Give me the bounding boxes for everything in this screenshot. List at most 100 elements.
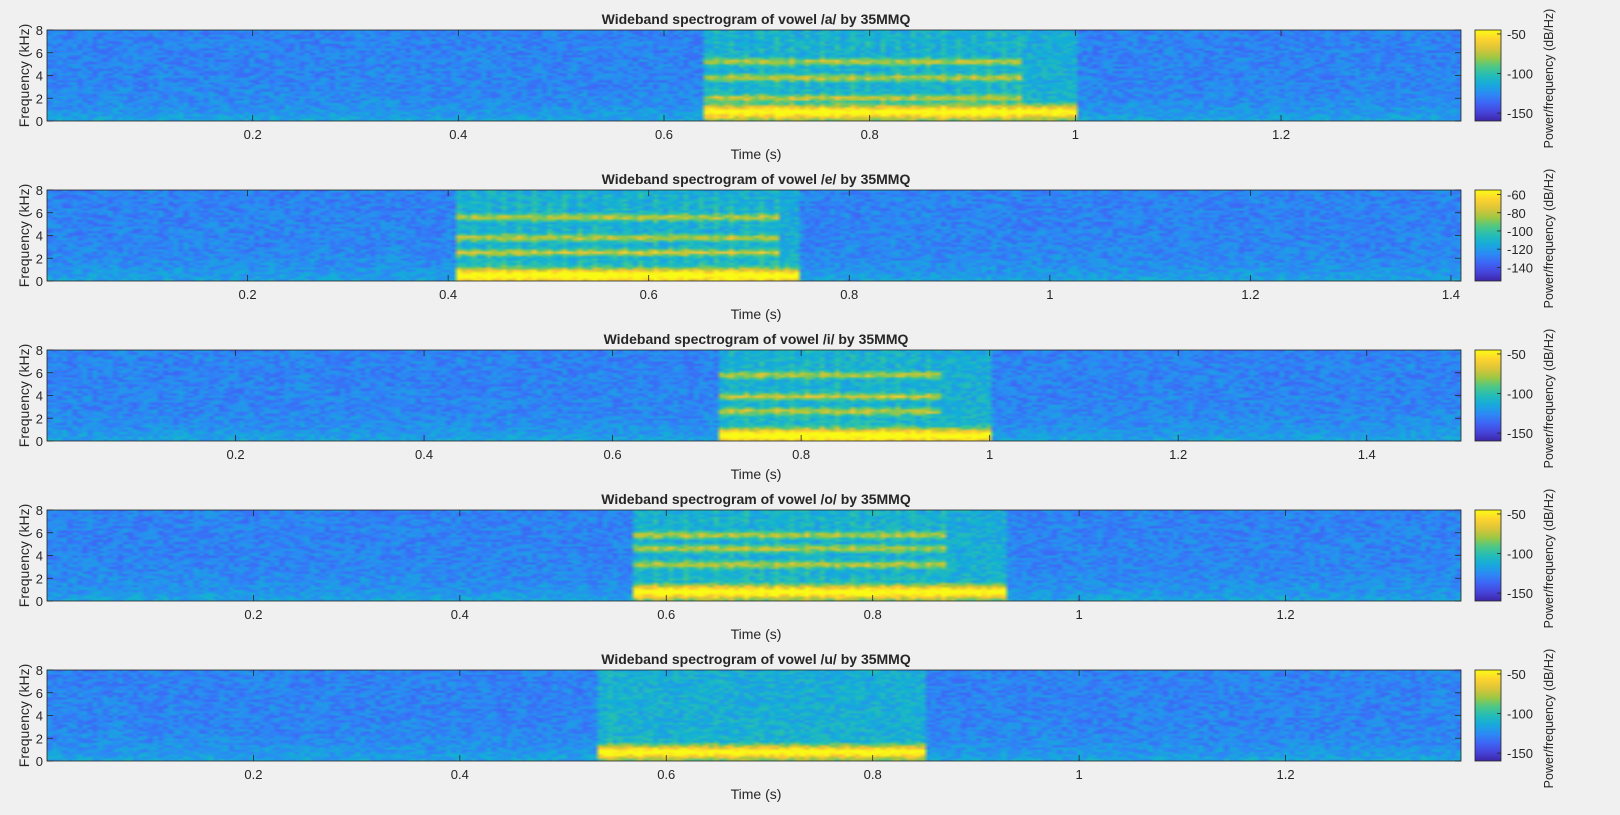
colorbar-tick-label: -80 (1507, 206, 1526, 221)
colorbar-tick-label: -100 (1507, 387, 1533, 402)
colorbar-label: Power/frequency (dB/Hz) (1542, 329, 1556, 469)
x-tick-label: 0.8 (861, 127, 879, 142)
spectrogram-heatmap (47, 190, 1461, 281)
x-tick-label: 0.6 (604, 447, 622, 462)
x-tick-label: 1 (1046, 287, 1053, 302)
x-tick-label: 1.2 (1277, 767, 1295, 782)
chart-title: Wideband spectrogram of vowel /e/ by 35M… (602, 171, 911, 187)
colorbar-tick-label: -140 (1507, 260, 1533, 275)
y-tick-label: 2 (36, 411, 43, 426)
x-tick-label: 0.2 (239, 287, 257, 302)
x-axis-label: Time (s) (731, 306, 782, 322)
spectrogram-panel-4: Wideband spectrogram of vowel /o/ by 35M… (16, 489, 1556, 642)
colorbar-tick-label: -150 (1507, 586, 1533, 601)
y-axis-label: Frequency (kHz) (16, 184, 32, 287)
spectrogram-heatmap (47, 670, 1461, 761)
x-tick-label: 0.6 (657, 607, 675, 622)
y-tick-label: 6 (36, 206, 43, 221)
colorbar (1474, 29, 1502, 122)
y-tick-label: 2 (36, 91, 43, 106)
y-tick-label: 8 (36, 343, 43, 358)
chart-title: Wideband spectrogram of vowel /u/ by 35M… (601, 651, 911, 667)
y-axis-label: Frequency (kHz) (16, 344, 32, 447)
y-axis-label: Frequency (kHz) (16, 664, 32, 767)
y-tick-label: 6 (36, 366, 43, 381)
y-tick-label: 0 (36, 434, 43, 449)
colorbar (1474, 189, 1502, 282)
x-tick-label: 0.4 (449, 127, 467, 142)
x-tick-label: 0.6 (655, 127, 673, 142)
spectrogram-heatmap (47, 510, 1461, 601)
spectrogram-panel-2: Wideband spectrogram of vowel /e/ by 35M… (16, 169, 1556, 322)
colorbar-tick-label: -100 (1507, 547, 1533, 562)
colorbar-tick-label: -50 (1507, 507, 1526, 522)
colorbar-label: Power/frequency (dB/Hz) (1542, 9, 1556, 149)
x-tick-label: 1.4 (1358, 447, 1376, 462)
x-tick-label: 0.2 (244, 127, 262, 142)
x-tick-label: 0.6 (657, 767, 675, 782)
spectrogram-panel-5: Wideband spectrogram of vowel /u/ by 35M… (16, 649, 1556, 802)
colorbar-tick-label: -50 (1507, 27, 1526, 42)
y-tick-label: 6 (36, 526, 43, 541)
colorbar-tick-label: -50 (1507, 667, 1526, 682)
colorbar-tick-label: -150 (1507, 426, 1533, 441)
x-tick-label: 0.8 (840, 287, 858, 302)
spectrogram-heatmap (47, 350, 1461, 441)
x-tick-label: 0.2 (244, 607, 262, 622)
x-axis-label: Time (s) (731, 146, 782, 162)
colorbar-tick-label: -60 (1507, 188, 1526, 203)
y-tick-label: 2 (36, 571, 43, 586)
x-tick-label: 1.2 (1241, 287, 1259, 302)
chart-title: Wideband spectrogram of vowel /a/ by 35M… (602, 11, 911, 27)
x-axis-label: Time (s) (731, 786, 782, 802)
colorbar-tick-label: -50 (1507, 347, 1526, 362)
colorbar-label: Power/frequency (dB/Hz) (1542, 649, 1556, 789)
y-tick-label: 8 (36, 503, 43, 518)
x-tick-label: 1.2 (1169, 447, 1187, 462)
colorbar-tick-label: -150 (1507, 106, 1533, 121)
y-tick-label: 2 (36, 251, 43, 266)
y-axis-label: Frequency (kHz) (16, 24, 32, 127)
colorbar (1474, 669, 1502, 762)
y-tick-label: 0 (36, 754, 43, 769)
y-tick-label: 4 (36, 229, 43, 244)
x-tick-label: 0.8 (864, 607, 882, 622)
x-tick-label: 0.8 (864, 767, 882, 782)
x-tick-label: 1.2 (1277, 607, 1295, 622)
y-tick-label: 0 (36, 274, 43, 289)
spectrogram-heatmap (47, 30, 1461, 121)
y-tick-label: 8 (36, 663, 43, 678)
y-tick-label: 6 (36, 686, 43, 701)
colorbar-tick-label: -100 (1507, 224, 1533, 239)
colorbar-tick-label: -120 (1507, 242, 1533, 257)
colorbar-label: Power/frequency (dB/Hz) (1542, 489, 1556, 629)
colorbar-label: Power/frequency (dB/Hz) (1542, 169, 1556, 309)
colorbar (1474, 509, 1502, 602)
x-axis-label: Time (s) (731, 626, 782, 642)
x-tick-label: 0.4 (451, 767, 469, 782)
x-tick-label: 0.6 (640, 287, 658, 302)
x-tick-label: 0.4 (415, 447, 433, 462)
spectrogram-panel-3: Wideband spectrogram of vowel /i/ by 35M… (16, 329, 1556, 482)
x-tick-label: 0.4 (451, 607, 469, 622)
y-tick-label: 4 (36, 549, 43, 564)
colorbar-tick-label: -100 (1507, 707, 1533, 722)
y-tick-label: 4 (36, 69, 43, 84)
y-tick-label: 4 (36, 389, 43, 404)
y-tick-label: 6 (36, 46, 43, 61)
y-axis-label: Frequency (kHz) (16, 504, 32, 607)
x-axis-label: Time (s) (731, 466, 782, 482)
x-tick-label: 1 (1072, 127, 1079, 142)
chart-title: Wideband spectrogram of vowel /i/ by 35M… (604, 331, 909, 347)
y-tick-label: 4 (36, 709, 43, 724)
y-tick-label: 2 (36, 731, 43, 746)
chart-title: Wideband spectrogram of vowel /o/ by 35M… (601, 491, 911, 507)
y-tick-label: 8 (36, 23, 43, 38)
x-tick-label: 1 (1075, 607, 1082, 622)
colorbar (1474, 349, 1502, 442)
x-tick-label: 0.2 (226, 447, 244, 462)
x-tick-label: 1 (986, 447, 993, 462)
x-tick-label: 0.4 (439, 287, 457, 302)
